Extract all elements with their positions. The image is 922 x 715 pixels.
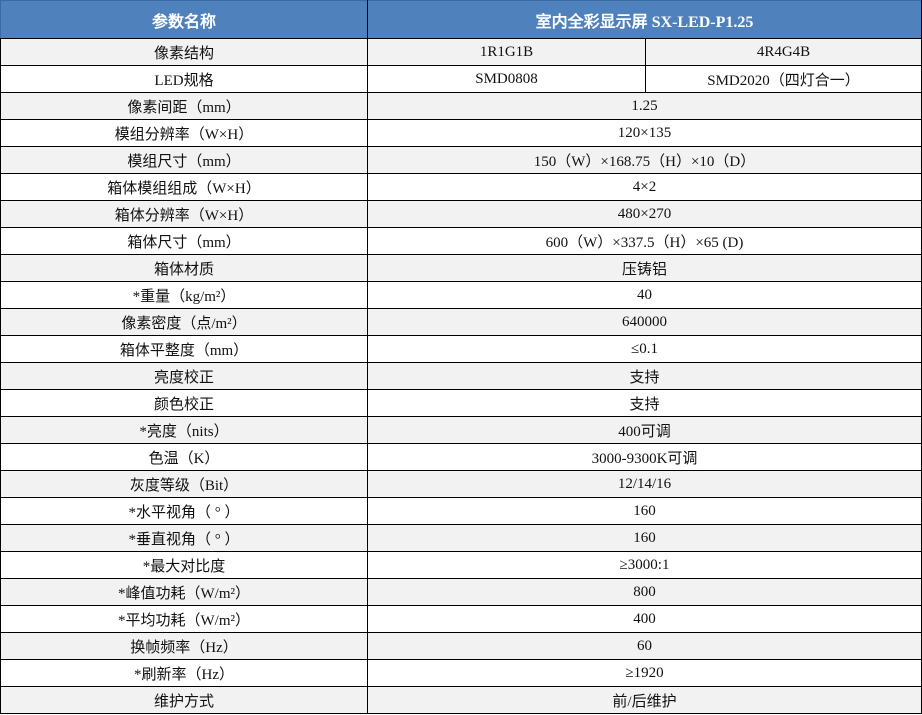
param-name: 换帧频率（Hz） xyxy=(0,632,368,660)
table-row: *平均功耗（W/m²） 400 xyxy=(0,605,922,633)
param-value: SMD0808 xyxy=(367,65,646,93)
param-value: 4×2 xyxy=(366,173,922,201)
product-title-header: 室内全彩显示屏 SX-LED-P1.25 xyxy=(366,0,922,39)
param-name: 箱体平整度（mm） xyxy=(0,335,368,363)
table-row: 模组分辨率（W×H） 120×135 xyxy=(0,119,922,147)
param-name: 灰度等级（Bit） xyxy=(0,470,368,498)
param-value: 640000 xyxy=(366,308,922,336)
param-value: 160 xyxy=(366,497,922,525)
param-name: *峰值功耗（W/m²） xyxy=(0,578,368,606)
param-value: 压铸铝 xyxy=(366,254,922,282)
param-value: 150（W）×168.75（H）×10（D） xyxy=(366,146,922,174)
param-name: 箱体模组组成（W×H） xyxy=(0,173,368,201)
table-row: LED规格 SMD0808 SMD2020（四灯合一） xyxy=(0,65,922,93)
param-name: 箱体材质 xyxy=(0,254,368,282)
table-row: 箱体模组组成（W×H） 4×2 xyxy=(0,173,922,201)
param-name: *亮度（nits） xyxy=(0,416,368,444)
param-name: 像素结构 xyxy=(0,38,368,66)
param-value: 160 xyxy=(366,524,922,552)
param-value: 前/后维护 xyxy=(366,686,922,714)
table-row: 维护方式 前/后维护 xyxy=(0,686,922,714)
table-row: *垂直视角（ ° ） 160 xyxy=(0,524,922,552)
param-name: 维护方式 xyxy=(0,686,368,714)
table-row: 箱体材质 压铸铝 xyxy=(0,254,922,282)
table-row: *峰值功耗（W/m²） 800 xyxy=(0,578,922,606)
table-row: 换帧频率（Hz） 60 xyxy=(0,632,922,660)
table-row: 像素间距（mm） 1.25 xyxy=(0,92,922,120)
param-value: 3000-9300K可调 xyxy=(366,443,922,471)
table-row: *最大对比度 ≥3000:1 xyxy=(0,551,922,579)
param-name: 箱体分辨率（W×H） xyxy=(0,200,368,228)
param-value: 40 xyxy=(366,281,922,309)
table-row: 色温（K） 3000-9300K可调 xyxy=(0,443,922,471)
param-value: 400 xyxy=(366,605,922,633)
table-row: 箱体分辨率（W×H） 480×270 xyxy=(0,200,922,228)
param-value: 1R1G1B xyxy=(367,38,646,66)
param-value: 120×135 xyxy=(366,119,922,147)
table-row: 像素结构 1R1G1B 4R4G4B xyxy=(0,38,922,66)
param-value: 4R4G4B xyxy=(644,38,922,66)
param-name: 亮度校正 xyxy=(0,362,368,390)
param-value: 800 xyxy=(366,578,922,606)
param-value: 60 xyxy=(366,632,922,660)
param-value: 480×270 xyxy=(366,200,922,228)
param-value: 600（W）×337.5（H）×65 (D) xyxy=(366,227,922,255)
header-row: 参数名称 室内全彩显示屏 SX-LED-P1.25 xyxy=(0,0,922,39)
param-name: 箱体尺寸（mm） xyxy=(0,227,368,255)
param-name: 色温（K） xyxy=(0,443,368,471)
param-name: 像素间距（mm） xyxy=(0,92,368,120)
param-name: 颜色校正 xyxy=(0,389,368,417)
param-value: 支持 xyxy=(366,362,922,390)
table-row: *亮度（nits） 400可调 xyxy=(0,416,922,444)
param-value: SMD2020（四灯合一） xyxy=(644,65,922,93)
table-row: 像素密度（点/m²） 640000 xyxy=(0,308,922,336)
param-name: LED规格 xyxy=(0,65,368,93)
table-row: 箱体尺寸（mm） 600（W）×337.5（H）×65 (D) xyxy=(0,227,922,255)
table-row: 箱体平整度（mm） ≤0.1 xyxy=(0,335,922,363)
table-row: 亮度校正 支持 xyxy=(0,362,922,390)
param-value: ≥1920 xyxy=(366,659,922,687)
param-value: 1.25 xyxy=(366,92,922,120)
param-value: 12/14/16 xyxy=(366,470,922,498)
param-name-header: 参数名称 xyxy=(0,0,368,39)
param-value: ≥3000:1 xyxy=(366,551,922,579)
param-name: *垂直视角（ ° ） xyxy=(0,524,368,552)
param-name: 模组尺寸（mm） xyxy=(0,146,368,174)
param-name: 模组分辨率（W×H） xyxy=(0,119,368,147)
param-value: 400可调 xyxy=(366,416,922,444)
table-row: 灰度等级（Bit） 12/14/16 xyxy=(0,470,922,498)
param-name: 像素密度（点/m²） xyxy=(0,308,368,336)
param-name: *重量（kg/m²） xyxy=(0,281,368,309)
param-name: *水平视角（ ° ） xyxy=(0,497,368,525)
param-value: ≤0.1 xyxy=(366,335,922,363)
param-name: *刷新率（Hz） xyxy=(0,659,368,687)
table-row: *刷新率（Hz） ≥1920 xyxy=(0,659,922,687)
param-name: *最大对比度 xyxy=(0,551,368,579)
table-row: 颜色校正 支持 xyxy=(0,389,922,417)
table-row: *重量（kg/m²） 40 xyxy=(0,281,922,309)
param-name: *平均功耗（W/m²） xyxy=(0,605,368,633)
table-row: *水平视角（ ° ） 160 xyxy=(0,497,922,525)
param-value: 支持 xyxy=(366,389,922,417)
table-row: 模组尺寸（mm） 150（W）×168.75（H）×10（D） xyxy=(0,146,922,174)
